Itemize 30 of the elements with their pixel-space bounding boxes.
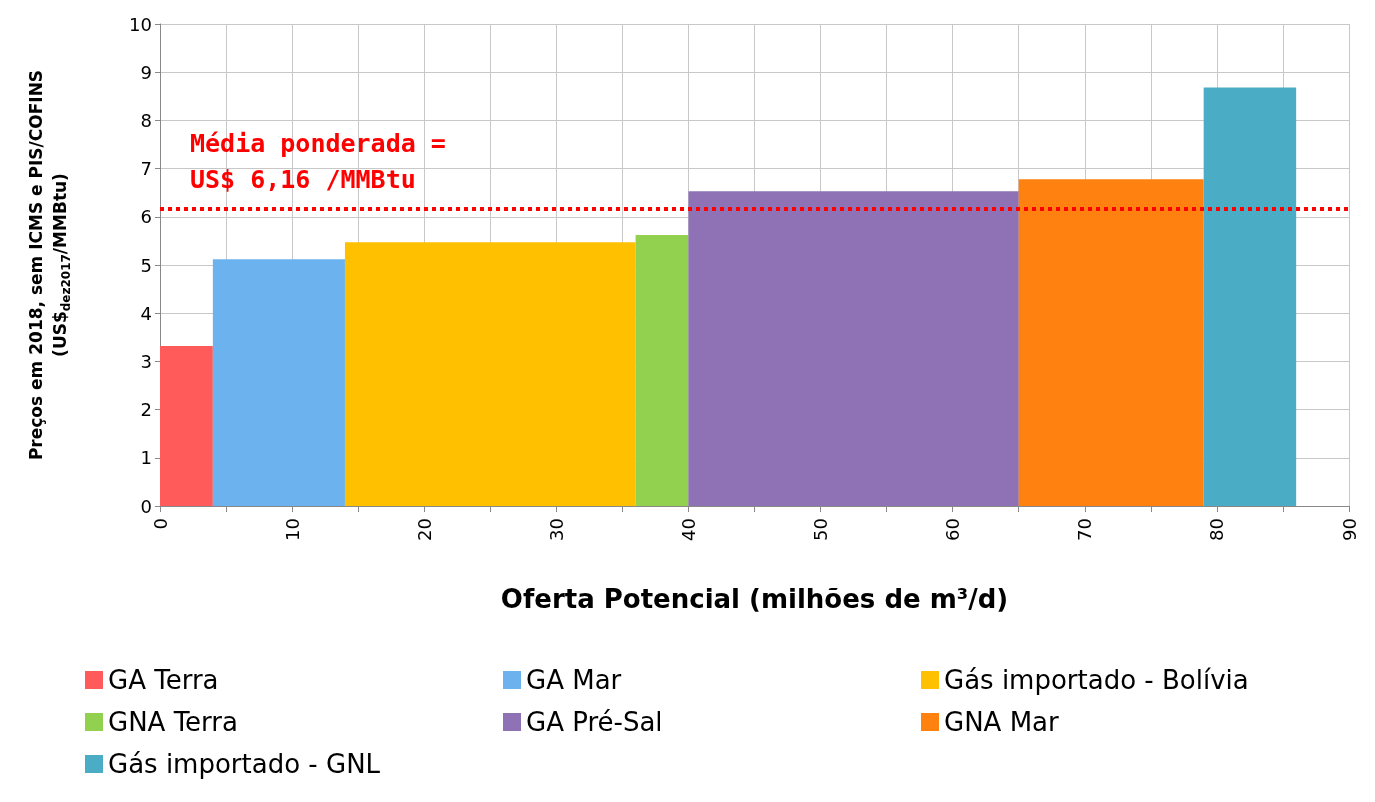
y-tick-label: 8: [140, 109, 152, 131]
x-tick-label: 20: [413, 518, 435, 541]
x-tick-label: 90: [1338, 518, 1360, 541]
legend-label: GA Terra: [108, 665, 219, 695]
y-tick-label: 6: [140, 206, 152, 228]
y-tick-label: 2: [140, 399, 152, 421]
y-tick-label: 3: [140, 350, 152, 372]
x-tick-label: 60: [942, 518, 964, 541]
x-tick-label: 50: [810, 518, 832, 541]
y-tick-label: 7: [140, 158, 152, 180]
x-tick-label: 40: [677, 518, 699, 541]
legend-label: GNA Mar: [944, 707, 1060, 737]
x-tick-label: 70: [1074, 518, 1096, 541]
legend-label: GA Pré-Sal: [526, 707, 663, 737]
y-tick-label: 10: [129, 13, 152, 35]
x-tick-label: 80: [1206, 518, 1228, 541]
legend-label: Gás importado - Bolívia: [944, 665, 1249, 695]
x-tick-label: 30: [545, 518, 567, 541]
x-tick-label: 10: [281, 518, 303, 541]
legend-label: GA Mar: [526, 665, 622, 695]
y-tick-label: 4: [140, 302, 152, 324]
legend-label: GNA Terra: [108, 707, 238, 737]
y-tick-label: 5: [140, 254, 152, 276]
x-tick-label: 0: [149, 518, 171, 530]
y-tick-label: 0: [140, 495, 152, 517]
ref-line-label: Média ponderada = US$ 6,16 /MMBtu: [190, 128, 446, 194]
legend-label: Gás importado - GNL: [108, 749, 381, 779]
y-tick-label: 1: [140, 447, 152, 469]
x-axis-title: Oferta Potencial (milhões de m³/d): [500, 584, 1009, 614]
y-tick-label: 9: [140, 61, 152, 83]
